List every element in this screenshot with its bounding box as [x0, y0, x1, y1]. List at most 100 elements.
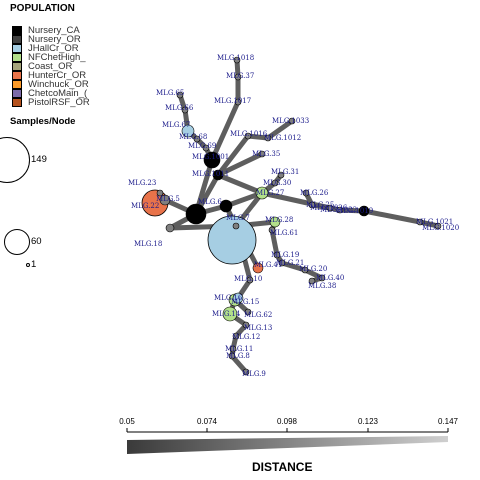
network-node-label: MLG.19 — [271, 251, 299, 259]
network-node-label: MLG.5 — [156, 195, 180, 203]
network-node-label: MLG.1011 — [192, 170, 229, 178]
legend-item: Nursery_OR — [12, 33, 108, 45]
distance-gradient-wedge — [127, 436, 448, 454]
network-nodes — [141, 56, 442, 376]
network-node-label: MLG.1018 — [217, 54, 254, 62]
network-node — [358, 205, 370, 217]
network-node — [255, 186, 269, 200]
legend-item: Winchuck_OR — [12, 78, 108, 90]
network-node-label: MLG.10 — [234, 275, 262, 283]
network-edge — [245, 133, 271, 141]
network-node — [234, 73, 242, 81]
network-node-label: MLG.40 — [316, 274, 344, 282]
legend-label: Nursery_CA — [28, 24, 80, 36]
network-node-label: MLG.62 — [244, 311, 272, 319]
network-node-label: MLG.1020 — [422, 224, 459, 232]
network-node-label: MLG.30 — [263, 179, 291, 187]
network-node-label: MLG.22 — [131, 202, 159, 210]
network-node — [269, 216, 281, 228]
legend-item: NFChetHigh_ — [12, 51, 108, 63]
network-node-label: MLG.67 — [162, 121, 190, 129]
network-node-label: MLG.1012 — [264, 134, 301, 142]
distance-tick-label: 0.074 — [196, 417, 218, 426]
network-node — [318, 274, 326, 282]
network-node — [246, 276, 254, 284]
network-edge — [215, 151, 265, 178]
network-node — [268, 226, 276, 234]
network-node — [301, 266, 309, 274]
network-node — [244, 132, 252, 140]
network-node-label: MLG.1017 — [214, 97, 251, 105]
distance-tick-label: 0.098 — [276, 417, 298, 426]
legend-item: JHallCr_OR — [12, 42, 108, 54]
network-node-label: MLG.1001 — [192, 153, 229, 161]
network-node-label: MLG.11 — [225, 345, 253, 353]
network-node — [336, 206, 344, 214]
distance-scale-title: DISTANCE — [252, 460, 313, 474]
network-node — [156, 189, 164, 197]
size-label-small: 1 — [31, 259, 37, 270]
legend-label: Nursery_OR — [28, 33, 81, 45]
network-node-label: MLG.7 — [226, 214, 250, 222]
network-node-label: MLG.66 — [165, 104, 194, 112]
network-edge — [279, 260, 308, 273]
legend-item: HunterCr_OR — [12, 69, 108, 81]
network-node-label: MLG.12 — [232, 333, 260, 341]
network-node — [271, 179, 279, 187]
network-node-label: MLG.6 — [198, 198, 222, 206]
network-node — [288, 117, 296, 125]
network-node-label: MLG.13 — [244, 324, 272, 332]
network-node — [193, 135, 201, 143]
legend-label: ChetcoMain_( — [28, 87, 88, 99]
network-node — [219, 199, 233, 213]
network-node — [242, 368, 250, 376]
size-label-large: 149 — [31, 154, 47, 165]
network-edge — [223, 190, 265, 209]
legend-swatch — [12, 52, 22, 62]
network-node-label: MLG.28 — [265, 216, 293, 224]
network-node — [222, 306, 238, 322]
network-node-label: MLG.1021 — [416, 218, 453, 226]
network-node — [277, 171, 285, 179]
network-node — [159, 194, 171, 206]
network-edge — [209, 99, 241, 163]
legend-label: PistolRSF_OR — [28, 96, 90, 108]
legend-label: HunterCr_OR — [28, 69, 87, 81]
network-node-label: MLG.1033 — [272, 117, 309, 125]
distance-scale — [126, 428, 449, 454]
legend-label: Winchuck_OR — [28, 78, 89, 90]
network-edge — [265, 118, 295, 141]
network-node-labels: MLG.1018 MLG.37 MLG.1017 MLG.1033 MLG.65 MLG.… — [128, 54, 459, 378]
network-node — [258, 150, 266, 158]
network-node — [232, 292, 244, 304]
legend-label: Coast_OR — [28, 60, 73, 72]
network-node-label: MLG.31 — [271, 168, 299, 176]
network-edge — [269, 227, 280, 258]
network-node-label: MLG.26 — [300, 189, 329, 197]
samples-per-node-title: Samples/Node — [10, 116, 76, 127]
network-node-label: MLG.8 — [226, 352, 250, 360]
network-node — [202, 144, 210, 152]
legend-swatch — [12, 25, 22, 35]
size-circle-small — [26, 263, 30, 267]
network-node — [185, 203, 207, 225]
network-node-label: MLG.20 — [299, 265, 327, 273]
network-node — [203, 151, 221, 169]
network-node — [416, 218, 424, 226]
network-edge — [229, 353, 249, 375]
network-node-label: MLG.38 — [308, 282, 336, 290]
network-node — [308, 277, 316, 285]
network-node-label: MLG.18 — [134, 240, 162, 248]
legend-item: ChetcoMain_( — [12, 87, 108, 99]
network-node-label: MLG.1016 — [230, 130, 268, 138]
legend-swatch — [12, 34, 22, 44]
legend-label: JHallCr_OR — [28, 42, 79, 54]
network-node-label: MLG.65 — [156, 89, 184, 97]
legend-swatch — [12, 79, 22, 89]
legend-label: NFChetHigh_ — [28, 51, 86, 63]
network-node — [232, 332, 240, 340]
network-node-label: MLG.1026 — [310, 204, 348, 212]
network-node — [228, 352, 236, 360]
network-node — [434, 222, 442, 230]
legend-swatch — [12, 61, 22, 71]
